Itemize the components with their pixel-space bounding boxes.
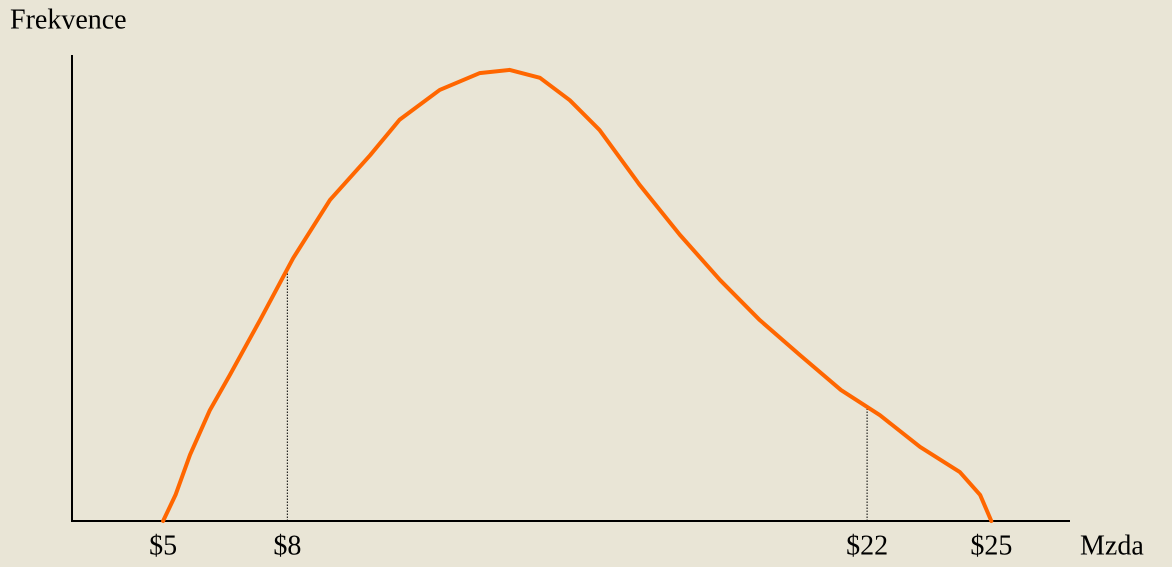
curve: [161, 67, 994, 523]
x-tick-label: $25: [970, 530, 1012, 561]
x-tick-label: $5: [149, 530, 177, 561]
x-tick-label: $22: [846, 530, 888, 561]
y-axis-label: Frekvence: [10, 4, 127, 35]
x-tick-label: $8: [273, 530, 301, 561]
x-axis-label: Mzda: [1080, 530, 1144, 561]
